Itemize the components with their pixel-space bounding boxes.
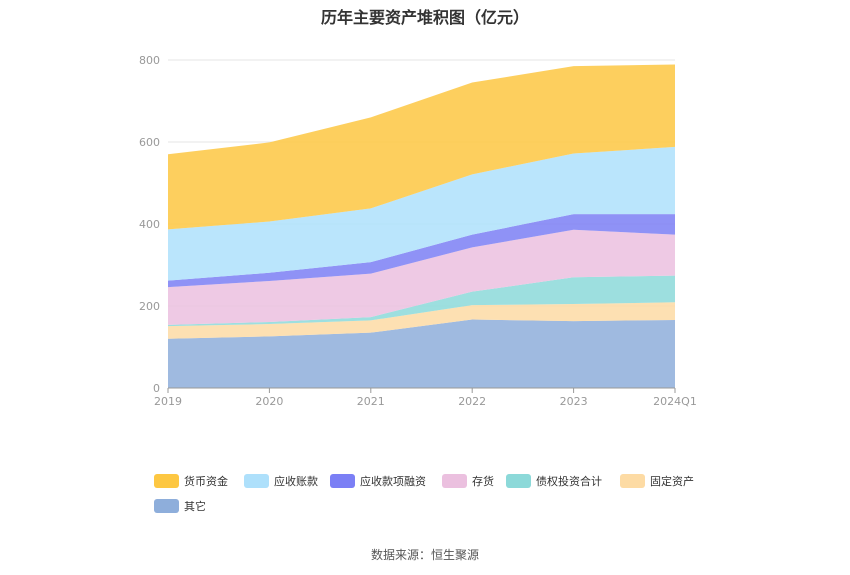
legend-label: 应收款项融资 <box>360 475 426 488</box>
area-series-2 <box>168 275 675 327</box>
legend-label: 存货 <box>472 475 494 488</box>
legend-swatch <box>154 499 179 513</box>
legend-label: 应收账款 <box>274 475 318 488</box>
x-tick-label: 2024Q1 <box>653 395 697 408</box>
legend-swatch <box>442 474 467 488</box>
area-series-6 <box>168 64 675 230</box>
y-tick-label: 200 <box>139 300 160 313</box>
legend-swatch <box>330 474 355 488</box>
y-tick-label: 400 <box>139 218 160 231</box>
legend-item[interactable]: 应收账款 <box>244 472 318 490</box>
x-tick-label: 2022 <box>458 395 486 408</box>
y-tick-label: 800 <box>139 54 160 67</box>
legend-item[interactable]: 存货 <box>442 472 494 490</box>
area-series-3 <box>168 229 675 325</box>
area-series-1 <box>168 302 675 339</box>
legend-swatch <box>620 474 645 488</box>
x-tick-label: 2021 <box>357 395 385 408</box>
x-tick-label: 2019 <box>154 395 182 408</box>
y-tick-label: 0 <box>153 382 160 395</box>
legend-item[interactable]: 应收款项融资 <box>330 472 426 490</box>
legend-swatch <box>506 474 531 488</box>
legend-item[interactable]: 其它 <box>154 497 206 515</box>
legend-label: 货币资金 <box>184 475 228 488</box>
x-tick-label: 2020 <box>255 395 283 408</box>
data-source-note: 数据来源：恒生聚源 <box>370 548 479 562</box>
chart-title: 历年主要资产堆积图（亿元） <box>320 8 529 27</box>
legend-item[interactable]: 债权投资合计 <box>506 472 602 490</box>
legend-label: 固定资产 <box>650 475 694 488</box>
legend-item[interactable]: 固定资产 <box>620 472 694 490</box>
legend-swatch <box>244 474 269 488</box>
legend-item[interactable]: 货币资金 <box>154 472 228 490</box>
y-tick-label: 600 <box>139 136 160 149</box>
x-tick-label: 2023 <box>560 395 588 408</box>
area-series-4 <box>168 214 675 288</box>
legend-label: 其它 <box>184 500 206 513</box>
area-series-0 <box>168 319 675 388</box>
legend-label: 债权投资合计 <box>536 475 602 488</box>
area-series-5 <box>168 146 675 281</box>
legend-swatch <box>154 474 179 488</box>
